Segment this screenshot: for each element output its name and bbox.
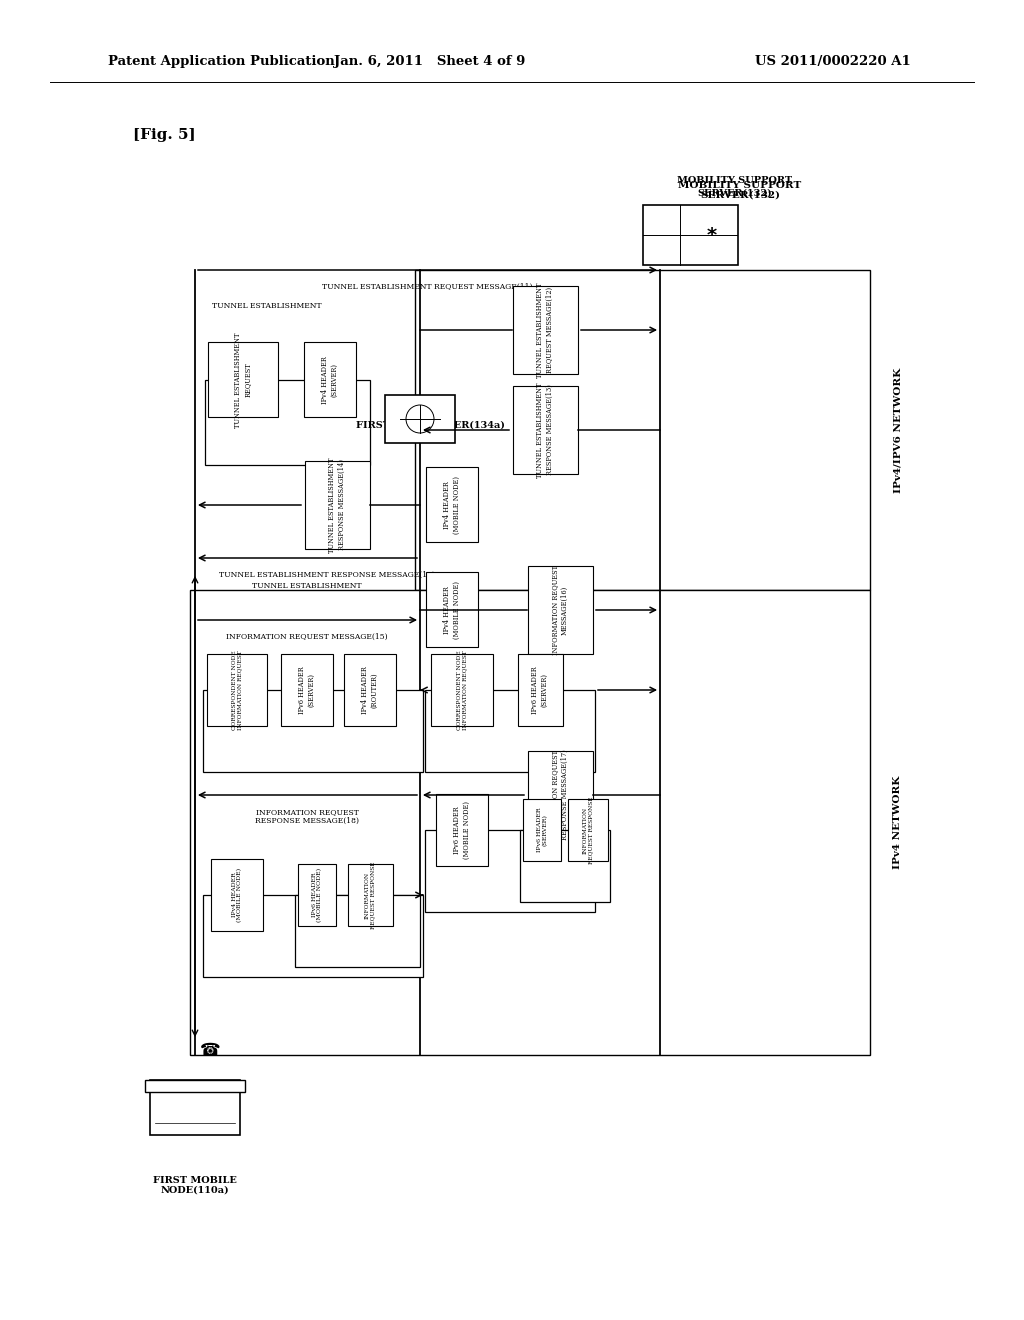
Text: [Fig. 5]: [Fig. 5] bbox=[133, 128, 196, 143]
Bar bbox=[298, 865, 336, 927]
Text: MOBILITY SUPPORT: MOBILITY SUPPORT bbox=[678, 176, 793, 185]
Text: INFORMATION REQUEST
RESPONSE MESSAGE(18): INFORMATION REQUEST RESPONSE MESSAGE(18) bbox=[255, 808, 359, 825]
Text: IPv4 HEADER
(MOBILE NODE): IPv4 HEADER (MOBILE NODE) bbox=[443, 477, 461, 535]
Text: Jan. 6, 2011   Sheet 4 of 9: Jan. 6, 2011 Sheet 4 of 9 bbox=[334, 55, 525, 69]
Bar bbox=[203, 690, 423, 772]
Text: FIRST MOBILE
NODE(110a): FIRST MOBILE NODE(110a) bbox=[153, 1176, 237, 1195]
Text: TUNNEL ESTABLISHMENT REQUEST MESSAGE(11): TUNNEL ESTABLISHMENT REQUEST MESSAGE(11) bbox=[322, 282, 532, 290]
Text: MOBILITY SUPPORT
SERVER(132): MOBILITY SUPPORT SERVER(132) bbox=[678, 181, 802, 201]
Text: TUNNEL ESTABLISHMENT RESPONSE MESSAGE(15): TUNNEL ESTABLISHMENT RESPONSE MESSAGE(15… bbox=[219, 572, 435, 579]
Bar bbox=[211, 859, 263, 931]
Bar bbox=[513, 385, 578, 474]
Bar bbox=[568, 799, 608, 861]
Bar bbox=[348, 865, 393, 927]
Text: TUNNEL ESTABLISHMENT
REQUEST: TUNNEL ESTABLISHMENT REQUEST bbox=[234, 333, 252, 428]
Text: INFORMATION
REQUEST RESPONSE: INFORMATION REQUEST RESPONSE bbox=[365, 861, 376, 929]
Text: CORRESPONDENT NODE
INFORMATION REQUEST: CORRESPONDENT NODE INFORMATION REQUEST bbox=[457, 651, 467, 730]
Text: ☎: ☎ bbox=[200, 1041, 221, 1059]
Bar bbox=[208, 342, 278, 417]
Bar bbox=[207, 653, 267, 726]
Text: TUNNEL ESTABLISHMENT
RESPONSE MESSAGE(13): TUNNEL ESTABLISHMENT RESPONSE MESSAGE(13… bbox=[537, 383, 554, 478]
Text: IPv4 HEADER
(SERVER): IPv4 HEADER (SERVER) bbox=[322, 356, 339, 404]
Text: INFORMATION REQUEST
RESPONSE MESSAGE(17): INFORMATION REQUEST RESPONSE MESSAGE(17) bbox=[551, 750, 568, 841]
Bar bbox=[425, 830, 595, 912]
Bar bbox=[513, 286, 578, 374]
Text: TUNNEL ESTABLISHMENT: TUNNEL ESTABLISHMENT bbox=[252, 582, 361, 590]
Text: INFORMATION REQUEST
MESSAGE(16): INFORMATION REQUEST MESSAGE(16) bbox=[551, 565, 568, 655]
Text: INFORMATION REQUEST MESSAGE(15): INFORMATION REQUEST MESSAGE(15) bbox=[226, 634, 388, 642]
Text: TUNNEL ESTABLISHMENT: TUNNEL ESTABLISHMENT bbox=[212, 302, 322, 310]
Text: IPv4 HEADER
(ROUTER): IPv4 HEADER (ROUTER) bbox=[361, 667, 379, 714]
Text: INFORMATION
REQUEST RESPONSE: INFORMATION REQUEST RESPONSE bbox=[583, 796, 593, 863]
Text: CORRESPONDENT NODE
INFORMATION REQUEST: CORRESPONDENT NODE INFORMATION REQUEST bbox=[231, 651, 243, 730]
Bar bbox=[304, 342, 356, 417]
Bar bbox=[436, 795, 488, 866]
Bar bbox=[150, 1080, 240, 1135]
Text: TUNNEL ESTABLISHMENT
RESPONSE MESSAGE(14): TUNNEL ESTABLISHMENT RESPONSE MESSAGE(14… bbox=[329, 457, 346, 553]
Bar bbox=[528, 751, 593, 840]
Bar bbox=[426, 572, 478, 647]
Text: SERVER(132): SERVER(132) bbox=[697, 189, 772, 198]
Bar bbox=[344, 653, 396, 726]
Bar bbox=[528, 566, 593, 653]
Bar bbox=[145, 1080, 245, 1092]
Bar bbox=[426, 467, 478, 543]
Text: IPv4/IPV6 NETWORK: IPv4/IPV6 NETWORK bbox=[894, 367, 902, 492]
Bar bbox=[295, 895, 420, 968]
Bar bbox=[520, 830, 610, 902]
Bar bbox=[518, 653, 563, 726]
Bar bbox=[305, 461, 370, 549]
Bar bbox=[523, 799, 561, 861]
Text: TUNNEL ESTABLISHMENT
REQUEST MESSAGE(12): TUNNEL ESTABLISHMENT REQUEST MESSAGE(12) bbox=[537, 282, 554, 378]
Bar bbox=[385, 395, 455, 444]
Text: IPv6 HEADER
(SERVER): IPv6 HEADER (SERVER) bbox=[531, 667, 549, 714]
Text: *: * bbox=[707, 226, 717, 244]
Bar bbox=[190, 590, 870, 1055]
Text: IPv4 HEADER
(MOBILE NODE): IPv4 HEADER (MOBILE NODE) bbox=[231, 869, 243, 923]
Bar bbox=[203, 895, 423, 977]
Text: IPv6 HEADER
(SERVER): IPv6 HEADER (SERVER) bbox=[537, 808, 548, 853]
Bar bbox=[425, 690, 595, 772]
Bar bbox=[281, 653, 333, 726]
Text: FIRST END ROUTER(134a): FIRST END ROUTER(134a) bbox=[355, 421, 505, 430]
Text: US 2011/0002220 A1: US 2011/0002220 A1 bbox=[755, 55, 910, 69]
Text: IPv4 HEADER
(MOBILE NODE): IPv4 HEADER (MOBILE NODE) bbox=[443, 581, 461, 639]
Text: IPv4 NETWORK: IPv4 NETWORK bbox=[894, 775, 902, 869]
Text: IPv6 HEADER
(SERVER): IPv6 HEADER (SERVER) bbox=[298, 667, 315, 714]
Text: IPv6 HEADER
(MOBILE NODE): IPv6 HEADER (MOBILE NODE) bbox=[454, 801, 471, 859]
Bar bbox=[431, 653, 493, 726]
Text: IPv6 HEADER
(MOBILE NODE): IPv6 HEADER (MOBILE NODE) bbox=[311, 869, 323, 923]
Bar bbox=[205, 380, 370, 465]
Bar bbox=[643, 205, 738, 265]
Bar bbox=[415, 271, 870, 590]
Text: Patent Application Publication: Patent Application Publication bbox=[108, 55, 335, 69]
